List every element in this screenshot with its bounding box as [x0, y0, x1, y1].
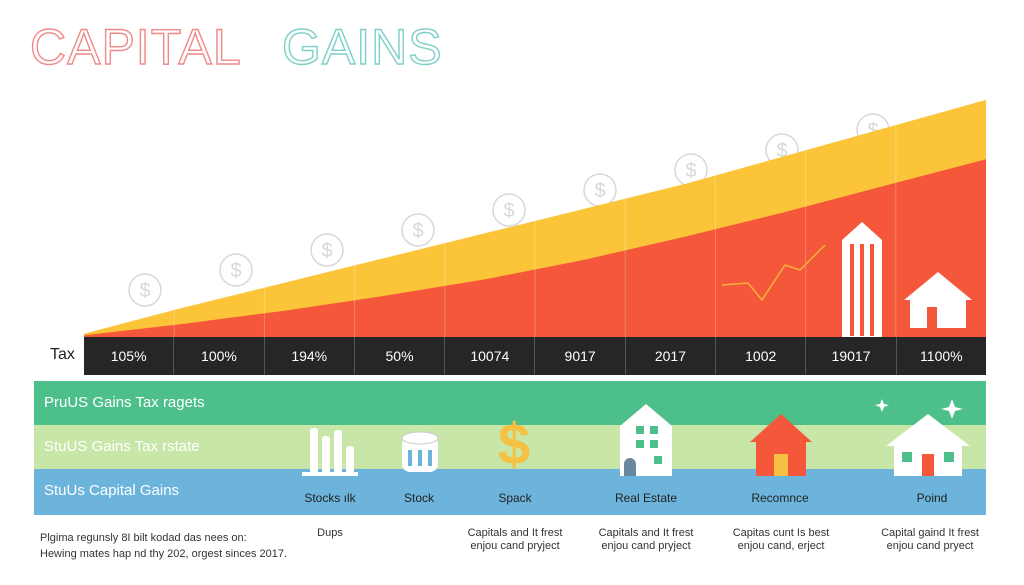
sparkle-icon: [875, 399, 963, 419]
column-dividers: [173, 90, 897, 337]
tax-cell: 1100%: [920, 348, 963, 364]
house-outline-icon: [886, 414, 970, 476]
series-red-area: [84, 159, 986, 337]
bar-chart-icon: [302, 428, 358, 476]
category-label-stock: Stock: [403, 491, 434, 505]
dollar-watermark-icon: [401, 213, 435, 247]
category-label-stocks: Stocks ılk: [304, 491, 356, 505]
band-capital-gains: StuUs Capital Gains: [34, 469, 986, 515]
title-graphic: CAPITAL GAINS: [30, 18, 443, 75]
category-label-poind: Poind: [916, 491, 948, 505]
dollar-watermark-glyph: $: [685, 160, 696, 182]
footnote-line: Plgima regunsly 8I bilt kodad das nees o…: [40, 532, 247, 544]
category-label-spack: Spack: [498, 491, 532, 505]
tax-cell: 9017: [535, 337, 626, 375]
coin-stack-icon: [401, 431, 439, 472]
svg-text:$: $: [498, 412, 530, 472]
skyscraper-icon: [842, 222, 882, 337]
tax-cell: 1002: [716, 337, 807, 375]
tax-row-label: Tax: [50, 346, 75, 363]
band-label: PruUS Gains Tax ragets: [44, 394, 205, 411]
footnote: Plgima regunsly 8I bilt kodad das nees o…: [40, 530, 287, 562]
tax-cell: 100%: [174, 337, 265, 375]
title-part-capital: CAPITAL: [30, 19, 242, 75]
band-label: StuUS Gains Tax rstate: [44, 438, 200, 455]
page-title: CAPITAL GAINS: [30, 16, 490, 76]
dollar-watermark-glyph: $: [503, 200, 514, 222]
building-icon: [620, 404, 672, 476]
tax-cell: 2017: [626, 337, 717, 375]
category-desc-recomnce: Capitas cunt Is best enjou cand, erject: [732, 527, 830, 552]
area-chart: $ $ $ $ $ $ $ $ $: [84, 90, 986, 338]
tax-cell: 105%: [84, 337, 175, 375]
tax-cell: 19017: [806, 337, 897, 375]
dollar-watermark-icon: [492, 193, 526, 227]
dollar-watermarks: $ $ $ $ $ $ $ $ $: [128, 113, 890, 307]
tax-values-row: 105% 100% 194% 50% 10074 9017 2017 1002 …: [84, 337, 986, 375]
category-desc-real-estate: Capitals and It frest enjou cand pryject: [598, 527, 694, 552]
dollar-watermark-glyph: $: [412, 220, 423, 242]
tax-cell: 194%: [265, 337, 355, 375]
dollar-watermark-glyph: $: [776, 140, 787, 162]
category-desc-stocks: Dups: [317, 527, 343, 539]
dollar-icon: $: [498, 412, 530, 472]
dollar-watermark-icon: [128, 273, 162, 307]
band-gains-tax-targets: PruUS Gains Tax ragets: [34, 381, 986, 425]
house-icon: [750, 414, 812, 476]
category-label-recomnce: Recomnce: [751, 491, 809, 505]
dollar-watermark-icon: [219, 253, 253, 287]
trend-arrow-icon: [721, 244, 826, 302]
footnote-line: Hewing mates hap nd thy 202, orgest sinc…: [40, 548, 288, 560]
dollar-watermark-icon: [310, 233, 344, 267]
title-part-gains: GAINS: [282, 19, 443, 75]
house-icon: [904, 272, 972, 328]
category-desc-spack: Capitals and It frest enjou cand pryject: [467, 527, 563, 552]
category-label-real-estate: Real Estate: [614, 491, 678, 505]
category-desc-poind: Capital gaind It frest enjou cand pryect: [881, 527, 979, 552]
band-label: StuUs Capital Gains: [44, 482, 180, 499]
tax-cell: 10074: [445, 337, 536, 375]
dollar-watermark-glyph: $: [230, 260, 241, 282]
band-gains-tax-estate: StuUS Gains Tax rstate: [34, 425, 986, 469]
dollar-watermark-glyph: $: [321, 240, 332, 262]
dollar-watermark-glyph: $: [867, 120, 878, 142]
dollar-watermark-glyph: $: [594, 180, 605, 202]
tax-cell: 50%: [355, 337, 446, 375]
dollar-watermark-glyph: $: [139, 280, 150, 302]
